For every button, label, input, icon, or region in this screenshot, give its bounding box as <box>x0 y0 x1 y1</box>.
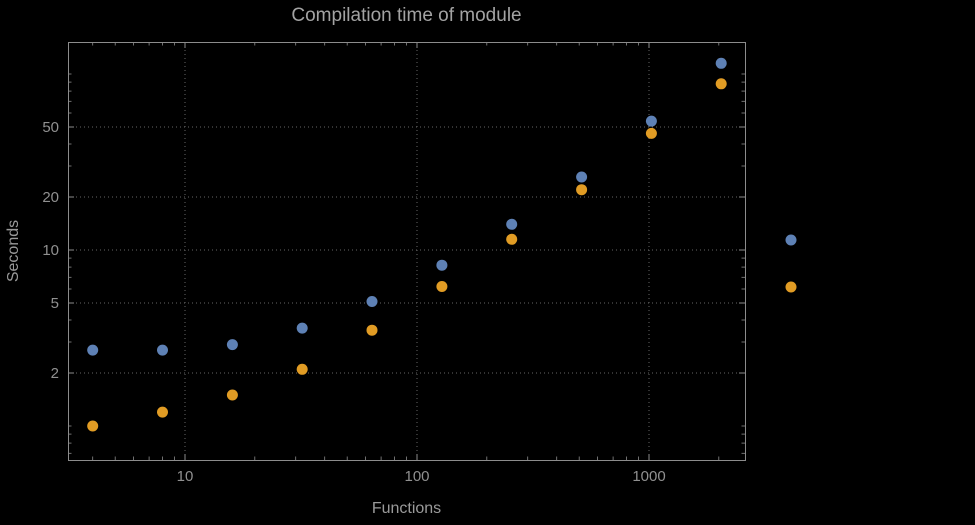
data-point-series-2 <box>366 324 378 336</box>
y-axis-label: Seconds <box>5 219 22 283</box>
data-point-series-1 <box>87 344 99 356</box>
y-tick-label: 2 <box>51 365 59 382</box>
data-point-series-2 <box>645 127 657 139</box>
plot-frame <box>68 42 746 461</box>
x-axis-label: Functions <box>371 500 442 517</box>
chart-title: Compilation time of module <box>291 5 522 26</box>
data-point-series-2 <box>506 233 518 245</box>
data-point-series-2 <box>157 406 168 418</box>
y-tick-label: 5 <box>51 295 59 312</box>
data-point-series-2 <box>715 78 727 90</box>
y-tick-label: 10 <box>42 242 59 259</box>
data-point-series-2 <box>576 184 588 196</box>
data-point-series-1 <box>576 171 588 183</box>
y-tick-label: 20 <box>42 189 59 206</box>
data-point-series-2 <box>87 420 99 432</box>
data-point-series-1 <box>715 57 727 69</box>
data-point-series-1 <box>366 296 378 307</box>
data-point-series-1 <box>436 259 448 271</box>
data-point-series-2 <box>436 281 448 292</box>
data-point-series-2 <box>296 363 308 375</box>
data-point-series-1 <box>157 344 168 356</box>
data-point-series-1 <box>226 339 238 351</box>
legend-marker-1 <box>785 234 797 246</box>
legend-marker-2 <box>785 281 797 293</box>
x-tick-label: 10 <box>177 468 194 485</box>
y-tick-label: 50 <box>42 119 59 136</box>
data-point-series-2 <box>226 389 238 401</box>
data-point-series-1 <box>296 322 308 334</box>
data-point-series-1 <box>506 218 518 230</box>
x-tick-label: 1000 <box>632 468 665 485</box>
data-point-series-1 <box>645 115 657 127</box>
x-tick-label: 100 <box>404 468 429 485</box>
